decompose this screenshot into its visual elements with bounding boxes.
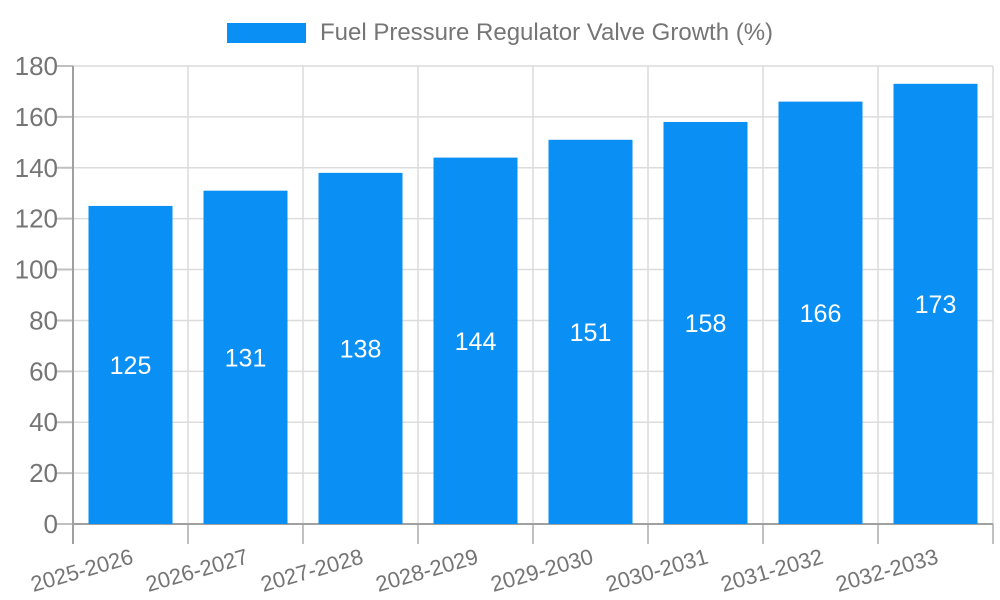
bar[interactable] xyxy=(433,157,518,524)
y-tick-label: 20 xyxy=(29,458,58,488)
y-tick-label: 40 xyxy=(29,407,58,437)
bar[interactable] xyxy=(663,121,748,524)
bar-value-label: 173 xyxy=(915,291,957,319)
x-tick-label: 2027-2028 xyxy=(258,544,366,597)
bar[interactable] xyxy=(318,172,403,524)
legend-label: Fuel Pressure Regulator Valve Growth (%) xyxy=(319,19,774,46)
y-tick-label: 120 xyxy=(15,204,58,234)
bar-value-label: 125 xyxy=(110,352,152,380)
x-tick-label: 2031-2032 xyxy=(718,544,826,597)
y-tick-label: 160 xyxy=(15,102,58,132)
y-tick-label: 0 xyxy=(44,509,58,539)
x-tick-label: 2026-2027 xyxy=(143,544,251,597)
bar[interactable] xyxy=(893,83,978,525)
bar[interactable] xyxy=(548,139,633,525)
bar-value-label: 151 xyxy=(570,319,612,347)
x-tick-label: 2029-2030 xyxy=(488,544,596,597)
chart-legend[interactable]: Fuel Pressure Regulator Valve Growth (%) xyxy=(0,18,1000,48)
y-tick-label: 180 xyxy=(15,51,58,81)
y-tick-label: 80 xyxy=(29,305,58,335)
bar-value-label: 138 xyxy=(340,335,382,363)
bar[interactable] xyxy=(778,101,863,524)
y-tick-label: 140 xyxy=(15,153,58,183)
bar-value-label: 131 xyxy=(225,344,267,372)
x-tick-label: 2030-2031 xyxy=(603,544,711,597)
legend-swatch xyxy=(226,23,306,43)
y-tick-label: 60 xyxy=(29,356,58,386)
bar-value-label: 158 xyxy=(685,310,727,338)
x-tick-label: 2028-2029 xyxy=(373,544,481,597)
bars-layer xyxy=(88,83,978,525)
bar-value-label: 144 xyxy=(455,328,497,356)
x-tick-label: 2032-2033 xyxy=(833,544,941,597)
bar-value-label: 166 xyxy=(800,300,842,328)
bar[interactable] xyxy=(88,205,173,524)
bar[interactable] xyxy=(203,190,288,524)
x-tick-label: 2025-2026 xyxy=(28,544,136,597)
y-tick-label: 100 xyxy=(15,255,58,285)
